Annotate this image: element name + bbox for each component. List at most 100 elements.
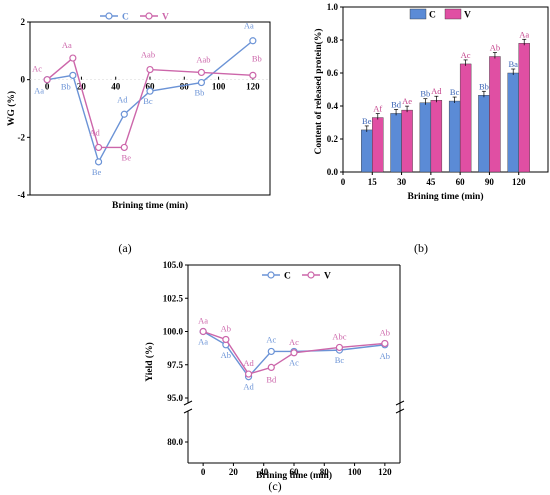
bar-label-C: Bd	[391, 99, 402, 109]
data-label-V: Aa	[62, 40, 72, 50]
data-label-C: Ab	[221, 350, 231, 360]
bar-label-C: Ba	[508, 59, 518, 69]
x-tick-label: 120	[378, 467, 392, 477]
bar-label-V: Ae	[402, 96, 412, 106]
bar-V	[401, 109, 413, 173]
data-point-C	[146, 87, 154, 95]
y-tick-label: 0.6	[327, 68, 339, 78]
data-point-V	[43, 76, 51, 84]
bar-label-C: Be	[362, 116, 372, 126]
y-tick-label: -2	[18, 132, 26, 142]
x-axis-label: Brining time (min)	[256, 470, 332, 481]
x-tick-label: 80	[320, 467, 330, 477]
bar-label-C: Bb	[420, 89, 430, 99]
legend-marker-V	[145, 12, 153, 20]
y-tick-label: 0.8	[327, 35, 339, 45]
data-label-V: Aa	[198, 316, 208, 326]
x-tick-label: 80	[180, 82, 190, 92]
y-tick-label: 0.4	[327, 101, 339, 111]
data-point-V	[69, 54, 77, 62]
x-tick-label: 15	[368, 177, 378, 187]
data-label-C: Bb	[194, 88, 204, 98]
x-tick-label: 100	[212, 82, 226, 92]
data-point-C	[267, 347, 275, 356]
x-tick-label: 120	[246, 82, 260, 92]
y-tick-label: -4	[18, 190, 26, 200]
data-point-V	[267, 363, 275, 372]
bar-label-V: Ad	[431, 86, 442, 96]
data-point-C	[120, 110, 128, 118]
data-label-C: Aa	[244, 21, 254, 31]
legend-label-V: V	[464, 11, 471, 21]
x-tick-label: 100	[348, 467, 362, 477]
legend-marker-C	[105, 12, 113, 20]
data-label-V: Bb	[252, 53, 262, 63]
y-tick-label: 102.5	[163, 293, 184, 303]
axis-break-mark	[395, 400, 405, 406]
axis-break-mark	[183, 400, 193, 406]
bar-label-C: Bb	[479, 81, 489, 91]
data-point-C	[197, 78, 206, 87]
bar-V	[372, 117, 384, 173]
legend-swatch-V	[444, 8, 462, 20]
x-tick-label: 90	[485, 177, 495, 187]
bar-label-C: Bc	[450, 87, 460, 97]
y-tick-label: 97.5	[167, 360, 183, 370]
x-tick-label: 20	[229, 467, 239, 477]
y-tick-label: 80.0	[167, 437, 183, 447]
x-tick-label: 40	[259, 467, 269, 477]
legend-label-V: V	[324, 272, 331, 282]
axis-break-mark	[395, 408, 405, 414]
data-point-C	[94, 158, 103, 166]
data-point-V	[199, 327, 207, 336]
bar-label-V: Aa	[519, 29, 529, 39]
data-point-V	[290, 349, 298, 357]
x-tick-label: 45	[426, 177, 436, 187]
data-label-V: Abc	[332, 331, 346, 341]
bar-V	[518, 43, 530, 173]
data-label-C: Ac	[289, 357, 299, 367]
bar-label-V: Af	[373, 104, 382, 114]
data-label-C: Ad	[117, 94, 128, 104]
legend-label-C: C	[429, 11, 436, 21]
data-label-C: Ac	[266, 334, 276, 344]
data-label-V: Aab	[141, 50, 155, 60]
x-tick-label: 60	[290, 467, 300, 477]
x-tick-label: 40	[111, 82, 121, 92]
data-point-V	[222, 335, 230, 344]
data-point-V	[249, 71, 257, 79]
x-axis-label: Brining time (min)	[112, 200, 188, 211]
y-tick-label: 100.0	[163, 327, 184, 337]
legend-label-C: C	[284, 272, 291, 282]
bar-C	[390, 113, 402, 173]
bar-C	[478, 95, 490, 173]
panel-label-c: (c)	[268, 479, 281, 493]
y-tick-label: 95.0	[167, 393, 183, 403]
x-tick-label: 30	[397, 177, 407, 187]
x-axis-label: Brining time (min)	[408, 191, 484, 202]
axis-break-mark	[183, 408, 193, 414]
data-point-V	[381, 339, 389, 348]
x-tick-label: 0	[201, 467, 206, 477]
data-point-V	[335, 343, 344, 352]
panel-c: 80.0 95.0 97.5 100.0 102.5 105.0 0 20 40 60 80 100 1…	[144, 260, 405, 493]
data-point-V	[244, 370, 253, 378]
data-point-C	[249, 37, 257, 45]
legend-marker-V	[307, 271, 315, 279]
data-point-V	[94, 143, 103, 152]
data-label-C: Ab	[380, 351, 390, 361]
x-tick-label: 60	[456, 177, 466, 187]
legend-label-V: V	[162, 13, 169, 23]
data-label-V: Bd	[266, 374, 277, 384]
bar-label-V: Ab	[490, 43, 500, 53]
x-tick-label: 60	[146, 82, 156, 92]
data-point-V	[146, 65, 154, 74]
data-label-C: Aa	[198, 337, 208, 347]
panel-label-a: (a)	[118, 241, 131, 255]
data-point-V	[197, 68, 206, 77]
data-point-C	[69, 71, 77, 79]
y-tick-label: 0	[21, 75, 26, 85]
data-label-V: Aab	[196, 54, 210, 64]
